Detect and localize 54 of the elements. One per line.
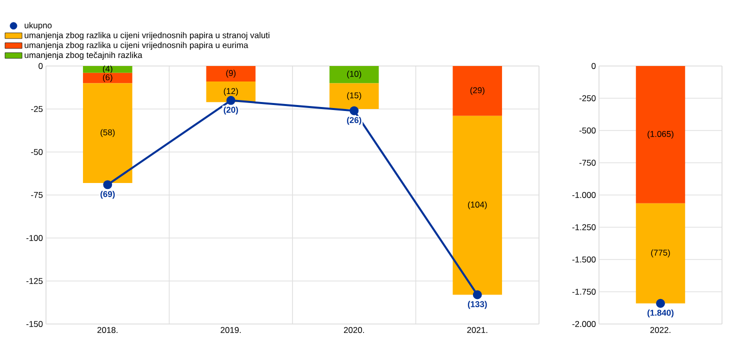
data-label: (15) [347,92,362,100]
x-tick-label: 2019. [220,327,241,334]
legend-label: umanjenja zbog razlika u cijeni vrijednosnih papira u stranoj valuti [24,32,270,40]
y-tick-label: -1.750 [572,288,596,295]
y-tick-label: -25 [31,106,43,112]
legend-label: ukupno [24,22,52,30]
x-tick-label: 2020. [344,327,364,334]
y-tick-label: -250 [579,95,596,102]
data-label: (4) [102,65,112,74]
y-tick-label: -500 [579,128,596,134]
x-tick-label: 2022. [650,327,670,334]
y-tick-label: -750 [579,160,596,166]
data-label: (133) [468,300,487,309]
y-tick-label: 0 [38,63,43,69]
bar [82,66,132,73]
y-tick-label: -1.250 [572,224,596,230]
data-label: (104) [468,201,487,210]
bar [206,81,256,102]
y-tick-label: -1.500 [572,256,596,262]
point [226,96,236,105]
bar [452,116,502,295]
y-tick-label: 0 [592,63,596,69]
legend-label: umanjenja zbog razlika u cijeni vrijednosnih papira u eurima [24,42,248,50]
data-label: (775) [651,249,670,258]
legend-label: umanjenja zbog tečajnih razlika [24,52,142,60]
data-label: (58) [100,129,115,138]
data-label: (9) [226,70,236,78]
y-tick-label: -75 [31,192,43,198]
data-label: (12) [224,88,238,96]
x-tick-label: 2021. [467,327,488,334]
bar [329,66,379,84]
data-label: (10) [347,70,362,79]
data-label: (20) [224,106,238,114]
y-tick-label: -1.000 [572,192,596,198]
y-tick-label: -125 [26,278,43,284]
data-label: (26) [347,116,362,125]
bar [206,66,256,82]
data-label: (6) [102,74,112,82]
bar [329,83,379,109]
bar [452,66,502,116]
bar [82,83,132,183]
data-label: (1.840) [648,310,674,318]
y-tick-label: -50 [31,149,43,155]
data-label: (69) [100,190,115,199]
y-tick-label: -100 [26,235,43,241]
data-label: (29) [470,86,484,95]
y-tick-label: -150 [26,321,43,327]
bar [82,72,132,84]
data-label: (1.065) [648,130,674,139]
point [350,106,359,116]
point [103,180,112,190]
point [472,290,482,300]
y-tick-label: -2.000 [572,321,596,327]
x-tick-label: 2018. [97,327,118,334]
